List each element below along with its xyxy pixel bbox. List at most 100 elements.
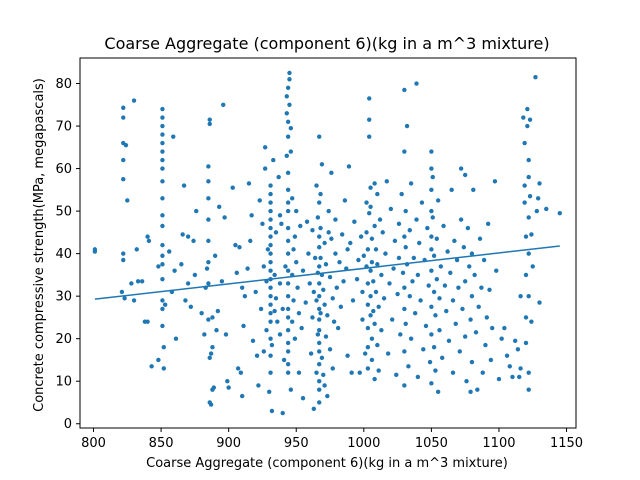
data-point <box>317 306 322 312</box>
data-point <box>379 327 384 333</box>
data-point <box>146 238 152 244</box>
data-point <box>402 383 407 388</box>
data-point <box>242 293 248 299</box>
data-point <box>544 206 549 212</box>
data-point <box>194 208 199 214</box>
data-point <box>411 255 417 261</box>
data-point <box>402 87 407 93</box>
data-point <box>392 238 398 244</box>
data-point <box>529 319 534 324</box>
data-point <box>373 247 379 252</box>
y-axis-title: Concrete compressive strength(MPa, megap… <box>32 78 47 412</box>
data-point <box>202 332 207 337</box>
data-point <box>238 370 244 375</box>
data-point <box>398 332 403 337</box>
data-point <box>403 245 408 250</box>
data-point <box>449 187 454 193</box>
data-point <box>419 200 425 205</box>
data-point <box>285 362 291 367</box>
data-point <box>285 293 291 299</box>
data-point <box>484 315 489 320</box>
data-point <box>160 262 165 267</box>
data-point <box>526 215 531 220</box>
data-point <box>403 208 408 214</box>
data-point <box>223 332 229 337</box>
data-point <box>365 302 371 307</box>
data-point <box>234 270 239 275</box>
data-point <box>431 345 437 350</box>
data-point <box>289 319 295 324</box>
data-point <box>367 134 372 139</box>
data-points <box>92 70 562 416</box>
data-point <box>262 166 268 171</box>
data-point <box>376 368 381 373</box>
data-point <box>448 270 453 275</box>
data-point <box>268 200 273 205</box>
data-point <box>434 236 439 241</box>
data-point <box>268 208 273 214</box>
data-point <box>225 379 230 384</box>
data-point <box>410 279 415 284</box>
data-point <box>287 70 292 76</box>
data-point <box>496 376 502 382</box>
data-point <box>375 342 380 348</box>
data-point <box>160 140 165 146</box>
data-point <box>206 179 211 184</box>
data-point <box>268 370 273 375</box>
data-point <box>445 249 450 254</box>
data-point <box>322 240 327 246</box>
data-point <box>341 279 346 284</box>
data-point <box>475 387 480 392</box>
data-point <box>280 306 285 312</box>
data-point <box>306 251 311 256</box>
data-point <box>285 327 291 333</box>
data-point <box>488 357 494 363</box>
data-point <box>123 142 129 148</box>
data-point <box>317 264 322 269</box>
data-point <box>207 121 212 127</box>
data-point <box>273 230 279 235</box>
data-point <box>372 321 377 326</box>
data-point <box>367 96 372 101</box>
data-point <box>373 289 379 295</box>
data-point <box>333 217 338 222</box>
data-point <box>387 281 392 286</box>
data-point <box>248 238 253 244</box>
data-point <box>181 183 187 188</box>
data-point <box>403 321 408 326</box>
data-point <box>185 281 191 286</box>
data-point <box>299 325 304 331</box>
data-point <box>330 296 335 301</box>
data-point <box>285 315 291 320</box>
data-point <box>317 349 322 354</box>
data-point <box>160 157 165 163</box>
y-tick-label: 80 <box>55 77 72 92</box>
data-point <box>222 215 227 220</box>
data-point <box>206 259 211 265</box>
data-point <box>239 393 245 399</box>
data-point <box>300 396 306 401</box>
data-point <box>135 279 141 284</box>
data-point <box>268 225 273 231</box>
data-point <box>430 215 435 220</box>
data-point <box>369 259 375 265</box>
data-point <box>327 274 333 280</box>
data-point <box>425 225 430 231</box>
data-point <box>364 230 369 235</box>
data-point <box>364 200 369 205</box>
data-point <box>285 208 291 214</box>
data-point <box>207 355 212 361</box>
data-point <box>285 200 291 205</box>
data-point <box>368 204 373 210</box>
data-point <box>408 336 414 341</box>
data-point <box>368 185 373 190</box>
data-point <box>522 200 527 205</box>
data-point <box>285 306 291 312</box>
data-point <box>467 264 472 269</box>
data-point <box>317 234 322 239</box>
data-point <box>310 315 315 320</box>
data-point <box>160 196 165 201</box>
data-point <box>462 172 468 178</box>
x-tick-label: 1000 <box>347 436 380 451</box>
data-point <box>414 81 419 86</box>
